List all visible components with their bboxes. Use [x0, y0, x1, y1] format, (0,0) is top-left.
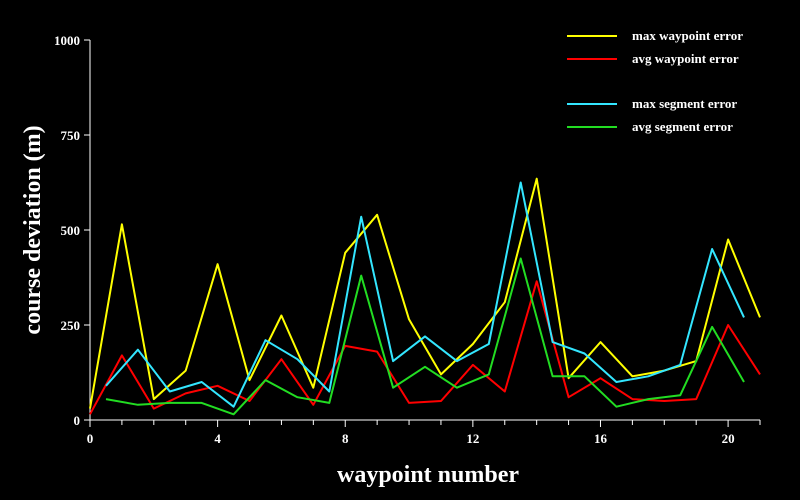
x-tick-label: 20 [722, 431, 735, 446]
series-lines [89, 177, 761, 416]
legend-label-avg-segment-error: avg segment error [632, 119, 733, 134]
x-tick-label: 12 [466, 431, 479, 446]
x-tick-label: 0 [87, 431, 94, 446]
legend-label-max-waypoint-error: max waypoint error [632, 28, 743, 43]
series-line-max-segment-error [105, 181, 745, 408]
y-tick-label: 250 [61, 318, 81, 333]
legend: max waypoint error avg waypoint error max … [567, 28, 743, 134]
series-line-max-waypoint-error [89, 177, 761, 409]
axis-ticks: 0 250 500 750 1000 0 4 8 12 16 20 [54, 33, 761, 446]
legend-label-avg-waypoint-error: avg waypoint error [632, 51, 739, 66]
x-tick-label: 4 [214, 431, 221, 446]
y-tick-label: 0 [74, 413, 81, 428]
y-tick-label: 500 [61, 223, 81, 238]
x-axis-title: waypoint number [337, 462, 519, 488]
y-axis-title: course deviation (m) [20, 125, 46, 334]
series-line-avg-segment-error [105, 257, 745, 416]
x-tick-label: 8 [342, 431, 349, 446]
legend-label-max-segment-error: max segment error [632, 96, 737, 111]
y-tick-label: 1000 [54, 33, 80, 48]
x-tick-label: 16 [594, 431, 608, 446]
y-tick-label: 750 [61, 128, 81, 143]
